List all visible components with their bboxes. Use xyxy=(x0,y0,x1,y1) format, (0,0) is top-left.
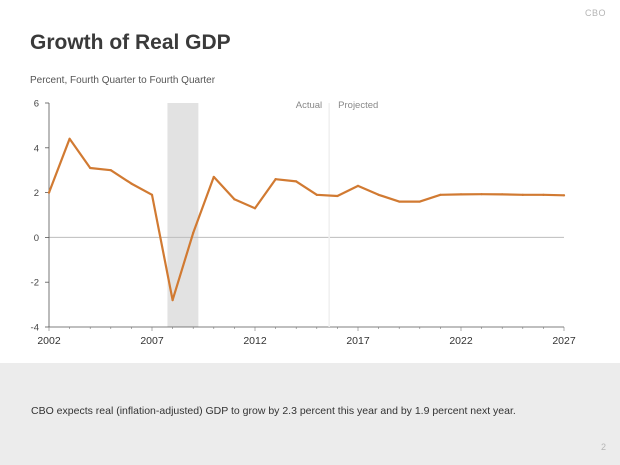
data-point xyxy=(315,193,318,196)
chart-title: Growth of Real GDP xyxy=(30,31,231,54)
data-point xyxy=(89,166,92,170)
data-point xyxy=(439,193,442,196)
data-point xyxy=(233,198,236,201)
data-point xyxy=(356,184,360,187)
recession-band xyxy=(167,103,199,327)
data-point xyxy=(212,175,215,179)
data-point xyxy=(398,200,401,203)
brand-label: CBO xyxy=(584,8,606,18)
y-tick-label: 4 xyxy=(34,143,39,154)
x-tick-label: 2017 xyxy=(346,335,370,347)
data-point xyxy=(542,193,545,196)
y-tick-label: 0 xyxy=(34,233,39,244)
data-point xyxy=(295,180,298,183)
y-tick-label: -2 xyxy=(31,278,39,289)
series-line xyxy=(47,137,566,302)
data-point xyxy=(171,299,174,302)
x-tick-label: 2007 xyxy=(140,335,164,347)
data-point xyxy=(150,193,154,196)
data-point xyxy=(377,193,380,196)
y-tick-label: 2 xyxy=(34,188,39,199)
line-chart: -4 -2 0 2 4 6 2002 2007 2012 2017 2022 2027 Actual P… xyxy=(31,99,576,348)
data-point xyxy=(562,194,566,197)
data-point xyxy=(521,193,524,196)
data-point xyxy=(336,194,339,198)
data-point xyxy=(47,191,51,194)
y-tick-label: 6 xyxy=(34,99,39,110)
data-point xyxy=(130,182,133,185)
chart-subtitle: Percent, Fourth Quarter to Fourth Quarte… xyxy=(30,75,216,86)
data-point xyxy=(192,231,195,235)
x-tick-label: 2022 xyxy=(449,335,473,347)
chart-caption: CBO expects real (inflation-adjusted) GD… xyxy=(31,405,516,417)
data-point xyxy=(253,207,257,210)
data-point xyxy=(274,178,277,181)
caption-band: CBO expects real (inflation-adjusted) GD… xyxy=(0,363,620,465)
page-number: 2 xyxy=(600,442,606,452)
data-point xyxy=(109,169,112,172)
data-point xyxy=(501,193,504,196)
data-point xyxy=(480,193,483,196)
projected-label: Projected xyxy=(338,100,378,111)
x-tick-label: 2002 xyxy=(37,335,61,347)
x-tick-label: 2027 xyxy=(552,335,576,347)
actual-label: Actual xyxy=(296,100,322,111)
data-point xyxy=(68,137,71,140)
x-tick-label: 2012 xyxy=(243,335,267,347)
data-point xyxy=(418,200,421,203)
y-tick-label: -4 xyxy=(31,323,39,334)
data-point xyxy=(459,193,463,196)
